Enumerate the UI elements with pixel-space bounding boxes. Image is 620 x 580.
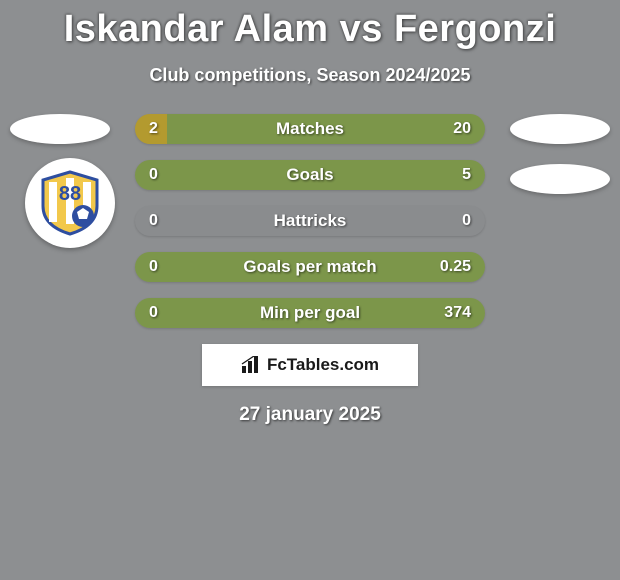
stat-label: Goals xyxy=(135,160,485,190)
player-left-ellipse-1 xyxy=(10,114,110,144)
player-right-ellipse-1 xyxy=(510,114,610,144)
stats-area: 88 220Matches 05Goals 00Hattricks 00.25Goal… xyxy=(0,114,620,328)
stat-label: Matches xyxy=(135,114,485,144)
stat-label: Hattricks xyxy=(135,206,485,236)
date-line: 27 january 2025 xyxy=(0,404,620,426)
stat-row: 00Hattricks xyxy=(135,206,485,236)
subtitle: Club competitions, Season 2024/2025 xyxy=(0,65,620,86)
stat-label: Goals per match xyxy=(135,252,485,282)
stat-bars: 220Matches 05Goals 00Hattricks 00.25Goals p… xyxy=(135,114,485,328)
comparison-infographic: Iskandar Alam vs Fergonzi Club competiti… xyxy=(0,0,620,580)
svg-text:88: 88 xyxy=(59,183,81,205)
player-right-ellipse-2 xyxy=(510,164,610,194)
stat-row: 0374Min per goal xyxy=(135,298,485,328)
stat-row: 05Goals xyxy=(135,160,485,190)
stat-label: Min per goal xyxy=(135,298,485,328)
stat-row: 220Matches xyxy=(135,114,485,144)
club-badge: 88 xyxy=(25,158,115,248)
shield-icon: 88 xyxy=(35,168,105,238)
brand-label: FcTables.com xyxy=(267,355,379,375)
stat-row: 00.25Goals per match xyxy=(135,252,485,282)
page-title: Iskandar Alam vs Fergonzi xyxy=(0,0,620,51)
brand-footer: FcTables.com xyxy=(202,344,418,386)
bar-chart-icon xyxy=(241,356,261,374)
